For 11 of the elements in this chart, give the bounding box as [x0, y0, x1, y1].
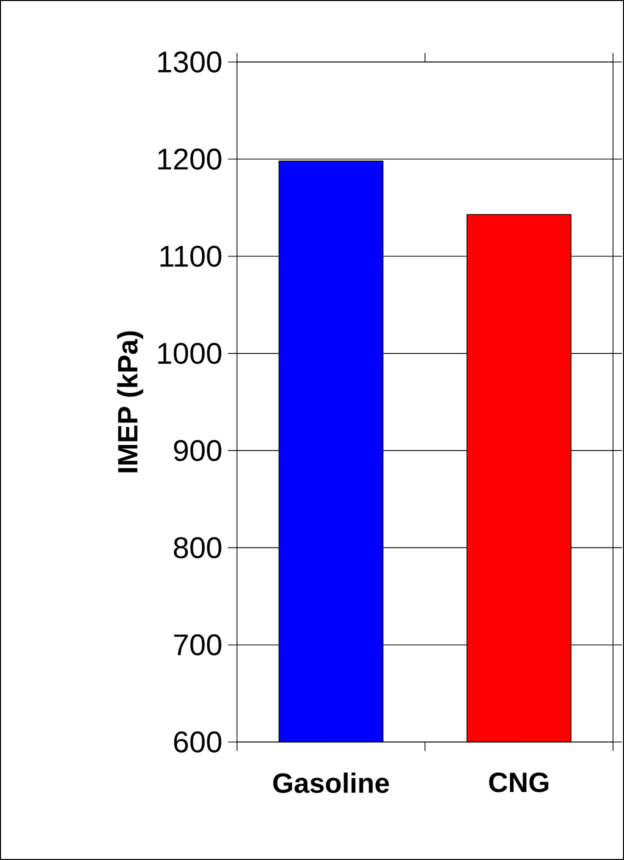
y-tick-label: 1200 [158, 148, 222, 170]
y-tick-label: 900 [174, 440, 222, 462]
y-tick-label: 1300 [158, 51, 222, 73]
y-tick-label: 1000 [158, 342, 222, 364]
y-tick-label: 800 [174, 537, 222, 558]
y-axis-title: IMEP (kPa) [117, 331, 144, 472]
x-tick-label: CNG [489, 772, 548, 792]
y-tick-label: 1100 [160, 246, 222, 267]
x-tick-label: Gasoline [273, 772, 389, 793]
y-tick-label: 600 [174, 731, 222, 753]
y-tick-label: 700 [174, 634, 222, 656]
